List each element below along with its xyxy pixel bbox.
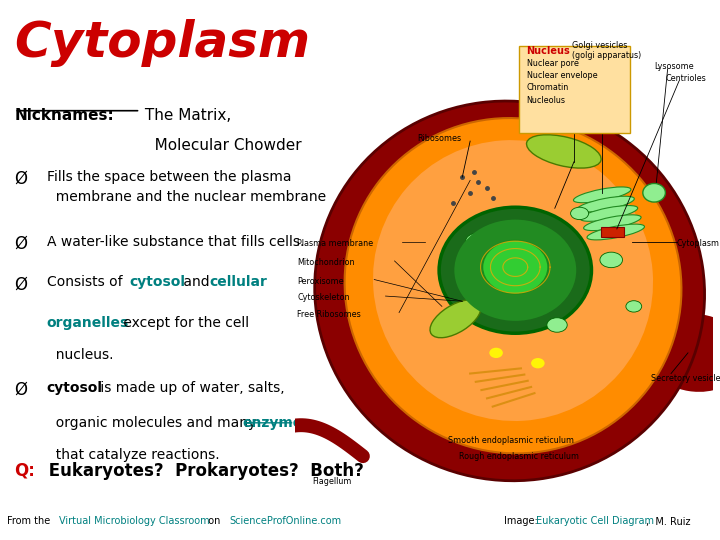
Text: Nicknames:: Nicknames: <box>14 108 114 123</box>
Text: Chromatin: Chromatin <box>526 84 569 92</box>
Ellipse shape <box>570 207 589 220</box>
Text: cytosol: cytosol <box>130 275 186 289</box>
Text: A water-like substance that fills cells.: A water-like substance that fills cells. <box>47 235 304 249</box>
Text: Peroxisome: Peroxisome <box>297 276 344 286</box>
Ellipse shape <box>490 348 503 358</box>
Text: Free Ribosomes: Free Ribosomes <box>297 310 361 319</box>
Text: Ø: Ø <box>14 235 27 253</box>
Text: except for the cell: except for the cell <box>119 316 249 330</box>
Text: Nuclear envelope: Nuclear envelope <box>526 71 597 80</box>
Ellipse shape <box>430 300 481 338</box>
Text: and: and <box>179 275 214 289</box>
Text: Cytoplasm: Cytoplasm <box>14 19 310 67</box>
Ellipse shape <box>482 240 548 294</box>
Text: Centrioles: Centrioles <box>665 74 706 83</box>
Ellipse shape <box>547 318 567 332</box>
Ellipse shape <box>643 184 665 202</box>
Text: that catalyze reactions.: that catalyze reactions. <box>47 448 220 462</box>
Ellipse shape <box>439 207 591 333</box>
Text: Flagellum: Flagellum <box>312 477 351 486</box>
Ellipse shape <box>454 220 576 321</box>
Ellipse shape <box>580 206 638 221</box>
Text: Cytoskeleton: Cytoskeleton <box>297 293 350 302</box>
Text: cytosol: cytosol <box>47 381 103 395</box>
Text: From the: From the <box>7 516 57 526</box>
Text: on: on <box>202 516 226 526</box>
Text: Plasma membrane: Plasma membrane <box>297 239 374 248</box>
Text: Ribosomes: Ribosomes <box>417 134 462 143</box>
Ellipse shape <box>345 118 681 454</box>
Text: Smooth endoplasmic reticulum: Smooth endoplasmic reticulum <box>448 436 574 445</box>
Text: Mitochondrion: Mitochondrion <box>297 258 355 267</box>
Text: Molecular Chowder: Molecular Chowder <box>140 138 302 153</box>
Text: Ø: Ø <box>14 170 27 188</box>
Text: (golgi apparatus): (golgi apparatus) <box>572 51 641 60</box>
Text: Secretory vesicle: Secretory vesicle <box>651 374 720 383</box>
Ellipse shape <box>626 301 642 312</box>
Text: Rough endoplasmic reticulum: Rough endoplasmic reticulum <box>459 453 579 461</box>
Ellipse shape <box>531 358 544 368</box>
Text: Nucleus: Nucleus <box>526 46 570 56</box>
Text: organic molecules and many: organic molecules and many <box>47 416 261 430</box>
Ellipse shape <box>573 187 631 202</box>
Text: organelles: organelles <box>47 316 129 330</box>
Ellipse shape <box>600 252 623 268</box>
Text: Image:: Image: <box>504 516 541 526</box>
Text: Consists of: Consists of <box>47 275 127 289</box>
Text: Nucleolus: Nucleolus <box>526 96 566 105</box>
Text: enzymes: enzymes <box>243 416 311 430</box>
Text: The Matrix,: The Matrix, <box>140 108 232 123</box>
Ellipse shape <box>645 314 720 392</box>
Text: Ø: Ø <box>14 275 27 293</box>
Ellipse shape <box>584 215 641 231</box>
Ellipse shape <box>373 140 653 421</box>
Text: Cytoplasm: Cytoplasm <box>677 239 720 248</box>
FancyBboxPatch shape <box>601 227 624 237</box>
Text: Ø: Ø <box>14 381 27 399</box>
Text: Eukaryotic Cell Diagram: Eukaryotic Cell Diagram <box>536 516 654 526</box>
Text: is made up of water, salts,: is made up of water, salts, <box>96 381 284 395</box>
Text: Eukaryotes?  Prokaryotes?  Both?: Eukaryotes? Prokaryotes? Both? <box>43 462 364 480</box>
Ellipse shape <box>315 101 705 481</box>
Text: Golgi vesicles: Golgi vesicles <box>572 41 627 50</box>
Text: cellular: cellular <box>210 275 267 289</box>
Text: Lysosome: Lysosome <box>654 62 694 71</box>
Text: ,  M. Ruiz: , M. Ruiz <box>646 516 690 526</box>
Ellipse shape <box>587 224 644 240</box>
FancyBboxPatch shape <box>518 46 631 133</box>
Text: Q:: Q: <box>14 462 35 480</box>
Text: nucleus.: nucleus. <box>47 348 113 362</box>
Ellipse shape <box>577 196 634 212</box>
Text: Fills the space between the plasma
  membrane and the nuclear membrane: Fills the space between the plasma membr… <box>47 170 326 204</box>
Text: Virtual Microbiology Classroom: Virtual Microbiology Classroom <box>59 516 210 526</box>
Text: ScienceProfOnline.com: ScienceProfOnline.com <box>229 516 341 526</box>
Text: Nuclear pore: Nuclear pore <box>526 59 578 68</box>
Ellipse shape <box>526 135 601 168</box>
Ellipse shape <box>466 233 490 249</box>
